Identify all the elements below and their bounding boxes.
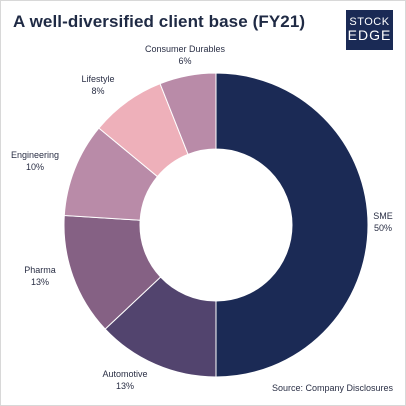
category-label-automotive: Automotive bbox=[102, 369, 147, 379]
value-label-pharma: 13% bbox=[31, 277, 49, 287]
category-label-consumer-durables: Consumer Durables bbox=[145, 44, 226, 54]
category-label-engineering: Engineering bbox=[11, 150, 59, 160]
value-label-sme: 50% bbox=[374, 223, 392, 233]
stockedge-logo: STOCK EDGE bbox=[346, 10, 393, 50]
category-label-sme: SME bbox=[373, 211, 393, 221]
logo-text-edge: EDGE bbox=[347, 27, 392, 43]
category-label-lifestyle: Lifestyle bbox=[81, 74, 114, 84]
value-label-lifestyle: 8% bbox=[91, 86, 104, 96]
value-label-consumer-durables: 6% bbox=[178, 56, 191, 66]
source-note: Source: Company Disclosures bbox=[271, 383, 393, 393]
value-label-automotive: 13% bbox=[116, 381, 134, 391]
category-label-pharma: Pharma bbox=[24, 265, 56, 275]
donut-slice-sme bbox=[215, 72, 369, 378]
donut-slice-consumer-durables bbox=[159, 72, 217, 155]
value-label-engineering: 10% bbox=[26, 162, 44, 172]
chart-title: A well-diversified client base (FY21) bbox=[13, 12, 306, 31]
logo-text-stock: STOCK bbox=[349, 16, 390, 28]
